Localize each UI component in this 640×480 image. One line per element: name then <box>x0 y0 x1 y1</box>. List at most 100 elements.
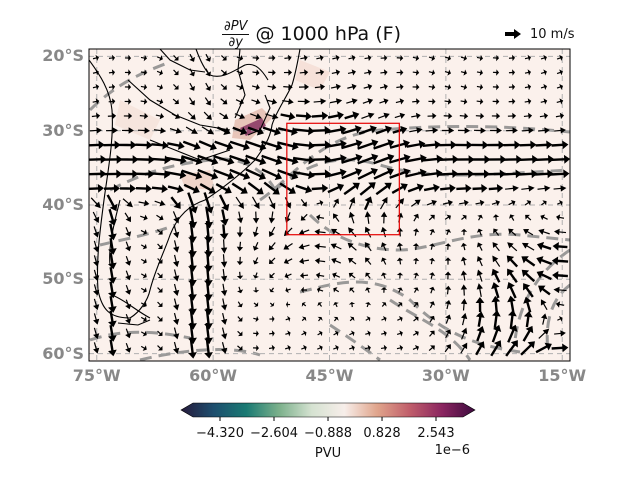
wind-arrow <box>413 302 419 308</box>
wind-arrow <box>316 54 324 62</box>
wind-arrow <box>140 258 147 264</box>
wind-arrow <box>553 286 567 294</box>
wind-arrow <box>283 83 293 91</box>
wind-arrow <box>365 302 372 308</box>
wind-arrow <box>133 155 155 165</box>
wind-arrow <box>232 126 248 136</box>
wind-arrow <box>477 214 483 221</box>
wind-arrow <box>380 211 388 224</box>
wind-arrow <box>364 287 371 293</box>
wind-arrow <box>349 330 355 337</box>
wind-arrow <box>251 84 260 91</box>
wind-arrow <box>476 83 484 91</box>
wind-arrow <box>311 111 329 121</box>
wind-arrow <box>285 344 291 351</box>
wind-arrow <box>140 214 148 221</box>
wind-arrow <box>476 269 483 282</box>
wind-arrow <box>491 324 502 343</box>
wind-arrow <box>219 112 229 119</box>
wind-arrow <box>460 55 467 62</box>
wind-arrow <box>261 154 283 166</box>
wind-arrow <box>236 271 244 280</box>
wind-arrow <box>397 212 404 223</box>
wind-arrow <box>541 313 548 325</box>
wind-arrow <box>429 286 436 294</box>
wind-arrow <box>92 54 99 62</box>
wind-arrow <box>549 154 570 164</box>
wind-arrow <box>173 254 180 268</box>
wind-arrow <box>554 330 566 337</box>
wind-arrow <box>252 257 259 265</box>
wind-arrow <box>492 310 501 329</box>
wind-arrow <box>364 211 372 224</box>
wind-arrow <box>333 344 339 351</box>
wind-arrow <box>460 228 468 236</box>
wind-arrow <box>488 184 504 193</box>
wind-arrow <box>119 184 137 193</box>
wind-arrow <box>460 270 468 281</box>
wind-arrow <box>444 214 451 220</box>
wind-arrow <box>299 272 309 279</box>
wind-arrow <box>475 341 485 356</box>
wind-arrow <box>412 83 420 91</box>
wind-arrow <box>251 196 260 210</box>
wind-arrow <box>551 256 569 266</box>
wind-arrow <box>277 155 299 166</box>
wind-arrow <box>314 243 326 250</box>
wind-arrow <box>461 312 468 326</box>
wind-arrow <box>216 126 231 136</box>
wind-arrow <box>108 208 117 226</box>
wind-arrow <box>245 140 267 151</box>
wind-arrow <box>167 184 184 194</box>
wind-arrow <box>473 127 486 134</box>
wind-arrow <box>540 214 548 221</box>
wind-arrow <box>343 182 360 196</box>
latitude-tick-label: 50°S <box>42 269 84 289</box>
wind-arrow <box>93 269 100 282</box>
wind-arrow <box>189 53 196 62</box>
wind-arrow <box>505 185 519 192</box>
wind-arrow <box>428 83 436 91</box>
wind-arrow <box>250 113 262 120</box>
wind-arrow <box>252 241 259 251</box>
wind-arrow <box>313 98 327 105</box>
wind-arrow <box>456 184 472 193</box>
wind-arrow <box>524 54 531 62</box>
wind-arrow <box>261 168 283 181</box>
wind-arrow <box>492 98 500 105</box>
wind-arrow <box>552 270 568 280</box>
wind-arrow <box>534 169 554 179</box>
wind-arrow <box>412 243 420 250</box>
wind-arrow <box>125 270 132 281</box>
wind-arrow <box>365 316 371 322</box>
wind-arrow <box>324 154 347 163</box>
wind-arrow <box>140 54 148 62</box>
wind-arrow <box>380 272 387 279</box>
wind-arrow <box>213 154 235 166</box>
wind-arrow <box>125 313 132 324</box>
wind-arrow <box>300 54 308 62</box>
wind-arrow <box>425 127 439 134</box>
title-numerator: ∂PV <box>222 18 250 35</box>
wind-arrow <box>357 139 379 150</box>
wind-arrow <box>525 214 532 221</box>
wind-arrow <box>522 127 534 134</box>
wind-arrow <box>381 302 387 307</box>
wind-arrow <box>220 254 228 268</box>
colorbar-tick-label: −2.604 <box>249 426 299 441</box>
wind-arrow <box>444 285 452 295</box>
quiver-key-label: 10 m/s <box>530 26 575 42</box>
wind-arrow <box>365 272 371 279</box>
wind-arrow <box>247 126 264 136</box>
wind-arrow <box>236 211 244 224</box>
wind-arrow <box>397 287 403 293</box>
wind-arrow <box>428 272 436 279</box>
wind-arrow <box>429 301 436 309</box>
wind-arrow <box>508 228 517 236</box>
wind-arrow <box>165 170 187 180</box>
wind-arrow <box>204 337 213 359</box>
wind-arrow <box>378 112 390 119</box>
wind-arrow <box>556 54 563 61</box>
wind-arrow <box>139 112 149 120</box>
